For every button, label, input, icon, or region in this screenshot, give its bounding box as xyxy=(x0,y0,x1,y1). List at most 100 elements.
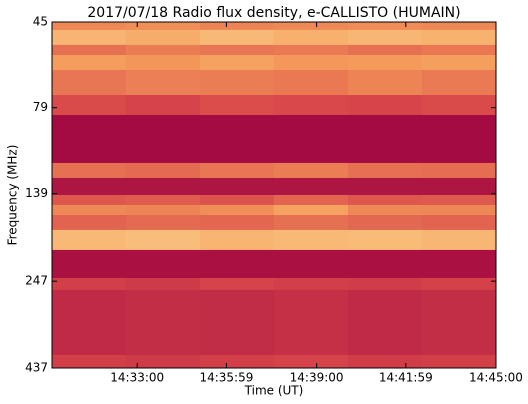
heatmap-cell xyxy=(348,55,423,71)
heatmap-cell xyxy=(200,95,275,116)
y-tick-label: 139 xyxy=(25,186,48,200)
heatmap-cell xyxy=(273,277,349,291)
heatmap-cell xyxy=(421,277,497,291)
heatmap-cell xyxy=(200,22,275,31)
heatmap-cell xyxy=(348,29,423,46)
heatmap-cell xyxy=(273,204,349,216)
heatmap-cell xyxy=(125,194,201,206)
heatmap-cell xyxy=(200,44,275,56)
heatmap-cell xyxy=(52,204,127,216)
heatmap-cell xyxy=(200,29,275,46)
heatmap-cell xyxy=(125,44,201,56)
heatmap-cell xyxy=(52,70,127,96)
heatmap-cell xyxy=(421,114,497,164)
heatmap-cell xyxy=(125,55,201,71)
heatmap-cell xyxy=(348,249,423,279)
heatmap-cell xyxy=(52,44,127,56)
y-tick-label: 79 xyxy=(33,100,48,114)
heatmap-cell xyxy=(348,22,423,31)
heatmap-cell xyxy=(421,289,497,356)
heatmap-cell xyxy=(421,22,497,31)
heatmap-cell xyxy=(421,214,497,231)
heatmap-cell xyxy=(125,114,201,164)
heatmap-cell xyxy=(125,289,201,356)
heatmap-cell xyxy=(348,277,423,291)
heatmap-cell xyxy=(348,114,423,164)
heatmap-cell xyxy=(52,114,127,164)
heatmap-cell xyxy=(125,162,201,179)
heatmap-cell xyxy=(273,70,349,96)
x-tick-label: 14:33:00 xyxy=(110,371,164,385)
heatmap-cell xyxy=(125,22,201,31)
heatmap-cell xyxy=(273,22,349,31)
heatmap-cell xyxy=(273,354,349,369)
heatmap-cell xyxy=(421,229,497,251)
heatmap-cell xyxy=(421,249,497,279)
heatmap-cell xyxy=(273,29,349,46)
heatmap-cell xyxy=(125,29,201,46)
heatmap-cell xyxy=(200,289,275,356)
heatmap-cell xyxy=(125,204,201,216)
heatmap-cell xyxy=(52,22,127,31)
heatmap-cell xyxy=(52,277,127,291)
heatmap-cell xyxy=(200,70,275,96)
heatmap-cell xyxy=(125,277,201,291)
heatmap-cell xyxy=(273,177,349,196)
y-axis-label: Frequency (MHz) xyxy=(6,145,20,246)
heatmap-cell xyxy=(52,354,127,369)
heatmap-cell xyxy=(52,194,127,206)
heatmap-cell xyxy=(421,162,497,179)
heatmap-cell xyxy=(200,194,275,206)
heatmap-cell xyxy=(52,177,127,196)
heatmap-cell xyxy=(348,194,423,206)
heatmap-cell xyxy=(273,114,349,164)
y-tick-label: 437 xyxy=(25,361,48,375)
heatmap-cell xyxy=(125,229,201,251)
heatmap-cell xyxy=(421,204,497,216)
heatmap-cell xyxy=(348,177,423,196)
heatmap-cell xyxy=(200,214,275,231)
x-axis-label: Time (UT) xyxy=(244,384,304,398)
heatmap-cell xyxy=(52,289,127,356)
heatmap-cell xyxy=(348,204,423,216)
heatmap xyxy=(52,22,497,369)
x-tick-label: 14:41:59 xyxy=(379,371,433,385)
heatmap-cell xyxy=(273,289,349,356)
heatmap-cell xyxy=(421,95,497,116)
y-tick-label: 45 xyxy=(33,15,48,29)
heatmap-cell xyxy=(421,177,497,196)
heatmap-cell xyxy=(273,214,349,231)
heatmap-cell xyxy=(348,70,423,96)
heatmap-cell xyxy=(421,55,497,71)
heatmap-cell xyxy=(348,214,423,231)
heatmap-cell xyxy=(421,194,497,206)
heatmap-cell xyxy=(52,95,127,116)
heatmap-cell xyxy=(273,44,349,56)
heatmap-cell xyxy=(348,44,423,56)
heatmap-cell xyxy=(200,354,275,369)
heatmap-cell xyxy=(421,354,497,369)
heatmap-cell xyxy=(200,55,275,71)
heatmap-cell xyxy=(348,354,423,369)
y-tick-label: 247 xyxy=(25,274,48,288)
heatmap-cell xyxy=(421,44,497,56)
plot-frame xyxy=(51,21,497,369)
heatmap-cell xyxy=(273,229,349,251)
heatmap-cell xyxy=(200,249,275,279)
heatmap-cell xyxy=(200,162,275,179)
heatmap-cell xyxy=(125,214,201,231)
heatmap-cell xyxy=(200,204,275,216)
heatmap-cell xyxy=(273,162,349,179)
heatmap-cell xyxy=(421,70,497,96)
heatmap-cell xyxy=(273,95,349,116)
heatmap-cell xyxy=(200,177,275,196)
heatmap-cell xyxy=(348,162,423,179)
x-tick-label: 14:45:00 xyxy=(469,371,523,385)
heatmap-cell xyxy=(52,55,127,71)
heatmap-cell xyxy=(273,194,349,206)
heatmap-cell xyxy=(52,249,127,279)
x-tick-label: 14:39:00 xyxy=(290,371,344,385)
heatmap-cell xyxy=(52,162,127,179)
heatmap-cell xyxy=(200,229,275,251)
